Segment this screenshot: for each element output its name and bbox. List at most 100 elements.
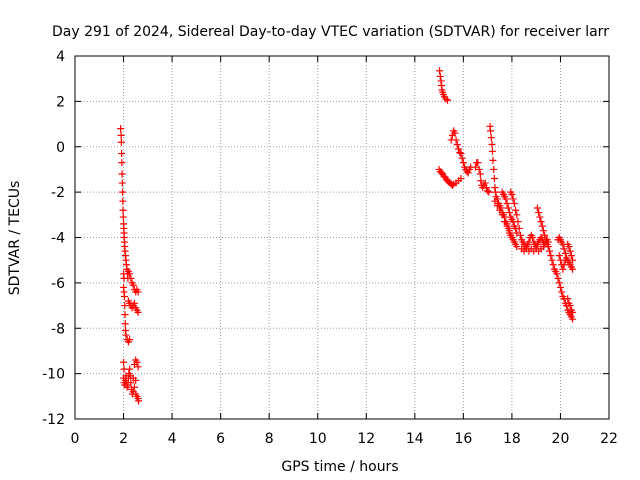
data-point [513,243,521,251]
data-point [448,181,456,189]
data-point [135,397,143,405]
data-point [475,165,483,173]
data-point [121,311,129,319]
y-tick-label: -8 [51,321,65,337]
data-point [117,138,125,146]
data-point [490,175,498,183]
data-point [503,222,511,230]
x-tick-label: 18 [503,431,521,447]
x-tick-label: 0 [71,431,80,447]
data-point [569,315,577,323]
data-point [569,265,577,273]
data-point [119,197,127,205]
data-point [121,292,129,300]
data-point [529,234,537,241]
data-point [457,175,465,183]
data-point [134,288,142,296]
data-point [134,308,142,316]
data-point [133,358,141,366]
data-point [539,227,547,235]
data-point [118,159,126,167]
data-point [459,159,467,167]
data-point [493,202,501,210]
data-point [453,140,461,148]
data-point [488,140,496,148]
data-point [132,376,140,384]
data-point [555,279,563,287]
data-point [538,222,546,230]
data-point [436,72,444,80]
data-point [482,184,490,192]
data-point [508,190,516,198]
data-point [547,252,555,260]
y-tick-label: 0 [56,140,65,156]
data-point [555,252,563,260]
data-point [117,125,125,133]
data-point [560,261,568,269]
data-point [513,211,521,219]
data-point [536,213,544,221]
data-point [541,231,549,239]
data-point [565,243,573,251]
grid-lines [75,56,609,419]
data-point [122,331,130,339]
data-point [118,170,126,178]
data-point [119,188,127,196]
data-point [127,274,135,282]
data-point [561,256,569,264]
data-point [553,270,561,278]
data-point [118,179,126,187]
data-point [477,177,485,185]
data-point [533,204,541,212]
x-tick-label: 4 [168,431,177,447]
data-point [560,245,568,253]
data-point [481,179,489,187]
data-point [126,365,134,373]
data-point [488,147,496,155]
y-tick-label: -6 [51,276,65,292]
data-point [130,299,138,307]
x-tick-label: 8 [265,431,274,447]
y-tick-label: -4 [51,231,65,247]
data-point [490,165,498,173]
data-point [489,156,497,164]
data-point [126,336,134,344]
data-point [452,136,460,144]
x-tick-label: 20 [552,431,570,447]
data-point [118,150,126,158]
data-point [512,206,520,214]
y-tick-label: -12 [42,412,65,428]
data-point [120,274,128,282]
y-tick-label: -10 [42,367,65,383]
data-point [121,302,129,310]
x-axis-label: GPS time / hours [281,459,398,475]
data-point [559,265,567,273]
data-point [129,281,137,289]
data-point [505,209,513,217]
data-point [542,236,550,244]
data-point [436,67,444,75]
data-point [126,270,134,278]
data-point [444,96,452,104]
data-point [513,229,521,237]
data-point [487,134,495,142]
data-point [498,211,506,219]
y-axis-label: SDTVAR / TECUs [7,181,23,296]
y-tick-label: 2 [56,94,65,110]
data-point [134,363,142,371]
axis-ticks: 0 2 4 6 8 10 12 14 16 18 20 22 -12 -10 -8 -6 -4 -2 0 2 4 [42,49,618,447]
data-point [491,188,499,196]
x-tick-label: 2 [119,431,128,447]
x-tick-label: 10 [309,431,327,447]
data-points [117,67,577,405]
x-tick-label: 12 [357,431,375,447]
data-point [456,148,464,156]
data-point [119,206,127,214]
data-point [121,320,129,328]
data-point [476,170,484,178]
data-point [516,231,524,239]
data-point [491,197,499,205]
data-point [485,188,493,196]
data-point [464,169,472,177]
